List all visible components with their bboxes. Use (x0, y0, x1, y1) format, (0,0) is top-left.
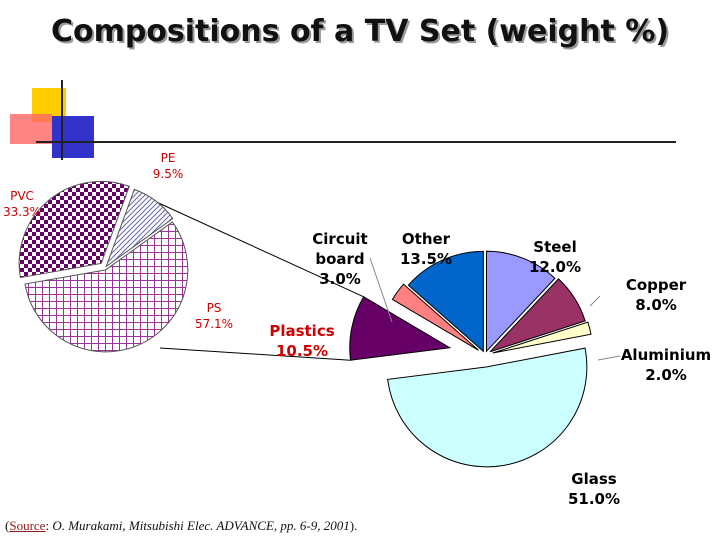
label-circuit-board: Circuit board 3.0% (312, 230, 367, 288)
label-plastics: Plastics 10.5% (269, 322, 334, 360)
source-citation: (Source: O. Murakami, Mitsubishi Elec. A… (5, 518, 357, 534)
label-aluminium-line: Aluminium (621, 346, 711, 364)
label-other: Other 13.5% (400, 230, 452, 268)
connector-top (151, 199, 364, 298)
label-plastics-line: Plastics (269, 322, 334, 340)
plastics-breakdown-pie (18, 180, 189, 353)
label-glass: Glass 51.0% (568, 470, 620, 508)
label-aluminium-line: 2.0% (645, 366, 687, 384)
slice-steel (485, 250, 556, 353)
label-other-line: Other (402, 230, 451, 248)
label-circuit-board-line: 3.0% (319, 270, 361, 288)
label-pvc: PVC 33.3% (3, 189, 41, 219)
leader-aluminium (597, 355, 621, 361)
main-pie (349, 250, 592, 468)
slice-ps (24, 221, 189, 353)
source-citation-text: O. Murakami, Mitsubishi Elec. ADVANCE, p… (52, 518, 350, 533)
connector-bottom (159, 347, 351, 361)
slice-glass (387, 347, 588, 468)
label-plastics-line: 10.5% (276, 342, 328, 360)
slice-copper (489, 278, 586, 353)
label-pe: PE 9.5% (153, 151, 184, 181)
slice-aluminium (492, 321, 592, 354)
label-pvc-line: 33.3% (3, 205, 41, 219)
label-pe-line: PE (161, 151, 176, 165)
source-close: ). (349, 518, 358, 533)
label-circuit-board-line: Circuit (312, 230, 367, 248)
label-aluminium: Aluminium 2.0% (621, 346, 711, 384)
leader-circuit-board (369, 257, 393, 323)
label-steel: Steel 12.0% (529, 238, 581, 276)
slice-other (407, 250, 484, 353)
deco-red-square (10, 114, 52, 144)
label-glass-line: 51.0% (568, 490, 620, 508)
label-pe-line: 9.5% (153, 167, 184, 181)
label-ps-line: PS (207, 301, 222, 315)
slice-labels: Steel 12.0% Copper 8.0% Aluminium 2.0% Glass 51… (3, 151, 711, 508)
label-steel-line: Steel (533, 238, 576, 256)
label-pvc-line: PVC (10, 189, 34, 203)
leader-copper (589, 295, 601, 307)
label-glass-line: Glass (571, 470, 617, 488)
source-colon: : (45, 518, 53, 533)
label-steel-line: 12.0% (529, 258, 581, 276)
deco-blue-square (52, 116, 94, 158)
label-circuit-board-line: board (315, 250, 364, 268)
source-open: ( (5, 518, 10, 533)
label-other-line: 13.5% (400, 250, 452, 268)
label-ps-line: 57.1% (195, 317, 233, 331)
label-copper: Copper 8.0% (626, 276, 687, 314)
label-ps: PS 57.1% (195, 301, 233, 331)
page-title: Compositions of a TV Set (weight %) (50, 14, 670, 49)
label-copper-line: 8.0% (635, 296, 677, 314)
slice-circuit-board (391, 283, 479, 351)
slice-plastics (349, 296, 452, 361)
slice-pvc (18, 180, 130, 279)
label-copper-line: Copper (626, 276, 687, 294)
connector-lines (151, 199, 364, 361)
source-label: Source (9, 518, 46, 533)
slice-pe (105, 188, 174, 268)
